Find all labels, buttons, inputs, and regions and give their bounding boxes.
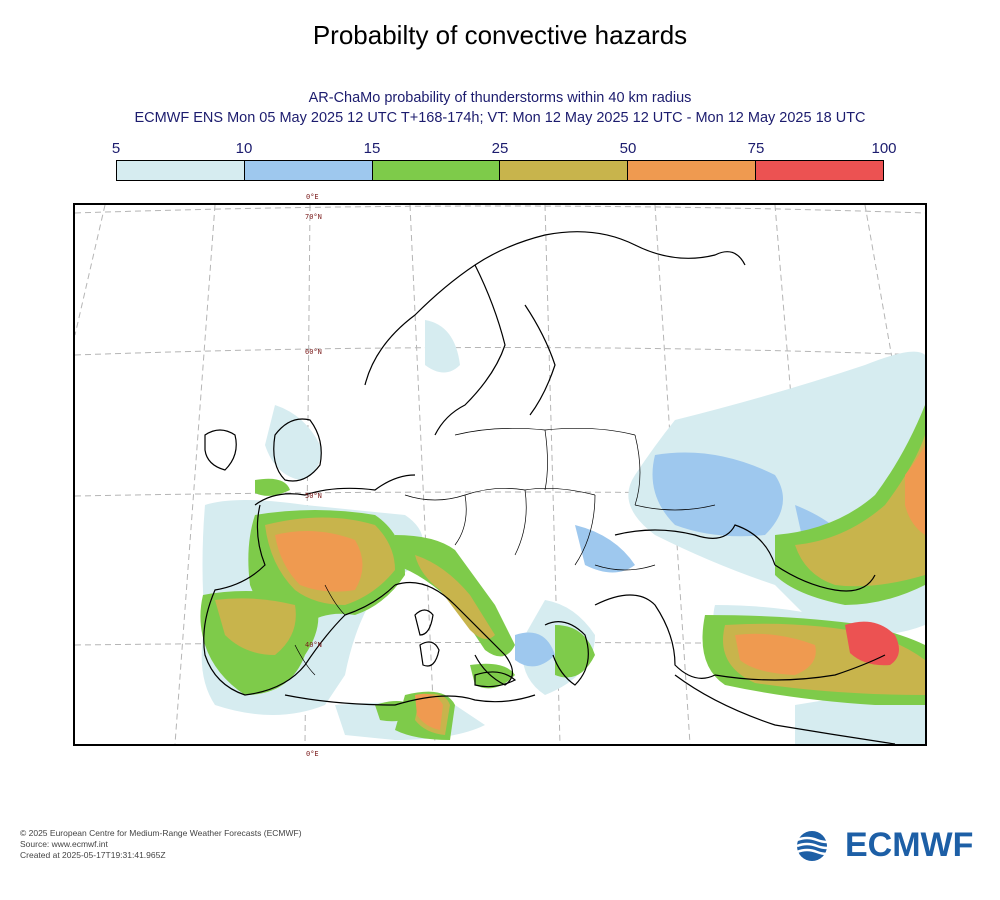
legend-swatch <box>756 161 883 180</box>
chart-title: Probabilty of convective hazards <box>312 20 688 50</box>
footer-copyright: © 2025 European Centre for Medium-Range … <box>20 828 302 838</box>
legend-tick: 75 <box>747 140 765 157</box>
lon-label-bottom: 0°E <box>306 750 319 758</box>
prob-50-75 <box>275 445 925 730</box>
legend-ticks: 5 10 15 25 50 75 100 <box>0 140 1000 160</box>
ecmwf-logo-text: ECMWF <box>845 826 974 864</box>
lat-label-50: 50°N <box>305 492 322 500</box>
legend-tick: 25 <box>491 140 509 157</box>
lat-label-60: 60°N <box>305 348 322 356</box>
legend-colorbar <box>116 160 884 181</box>
subtitle-product: AR-ChaMo probability of thunderstorms wi… <box>308 90 692 106</box>
legend-tick: 100 <box>871 140 897 157</box>
legend-swatch <box>372 161 501 180</box>
lat-label-70: 70°N <box>305 213 322 221</box>
ecmwf-globe-icon <box>796 830 840 861</box>
subtitle-validity: ECMWF ENS Mon 05 May 2025 12 UTC T+168-1… <box>134 110 866 126</box>
map-canvas <box>75 205 925 744</box>
map-panel[interactable]: 70°N 60°N 50°N 40°N <box>73 203 927 746</box>
lat-label-40: 40°N <box>305 641 322 649</box>
legend-swatch <box>117 161 245 180</box>
legend-tick: 50 <box>619 140 637 157</box>
footer-created: Created at 2025-05-17T19:31:41.965Z <box>20 850 166 860</box>
coastlines <box>203 231 896 744</box>
footer-credits: © 2025 European Centre for Medium-Range … <box>20 828 302 861</box>
legend-tick: 5 <box>111 140 121 157</box>
legend-tick: 10 <box>235 140 253 157</box>
legend-swatch <box>244 161 373 180</box>
country-borders <box>294 428 716 676</box>
lon-label-top: 0°E <box>306 193 319 201</box>
legend-tick: 15 <box>363 140 381 157</box>
legend-swatch <box>628 161 757 180</box>
legend-swatch <box>500 161 629 180</box>
prob-75-100 <box>845 621 899 666</box>
ecmwf-logo: ECMWF <box>795 826 973 865</box>
footer-source: Source: www.ecmwf.int <box>20 839 108 849</box>
